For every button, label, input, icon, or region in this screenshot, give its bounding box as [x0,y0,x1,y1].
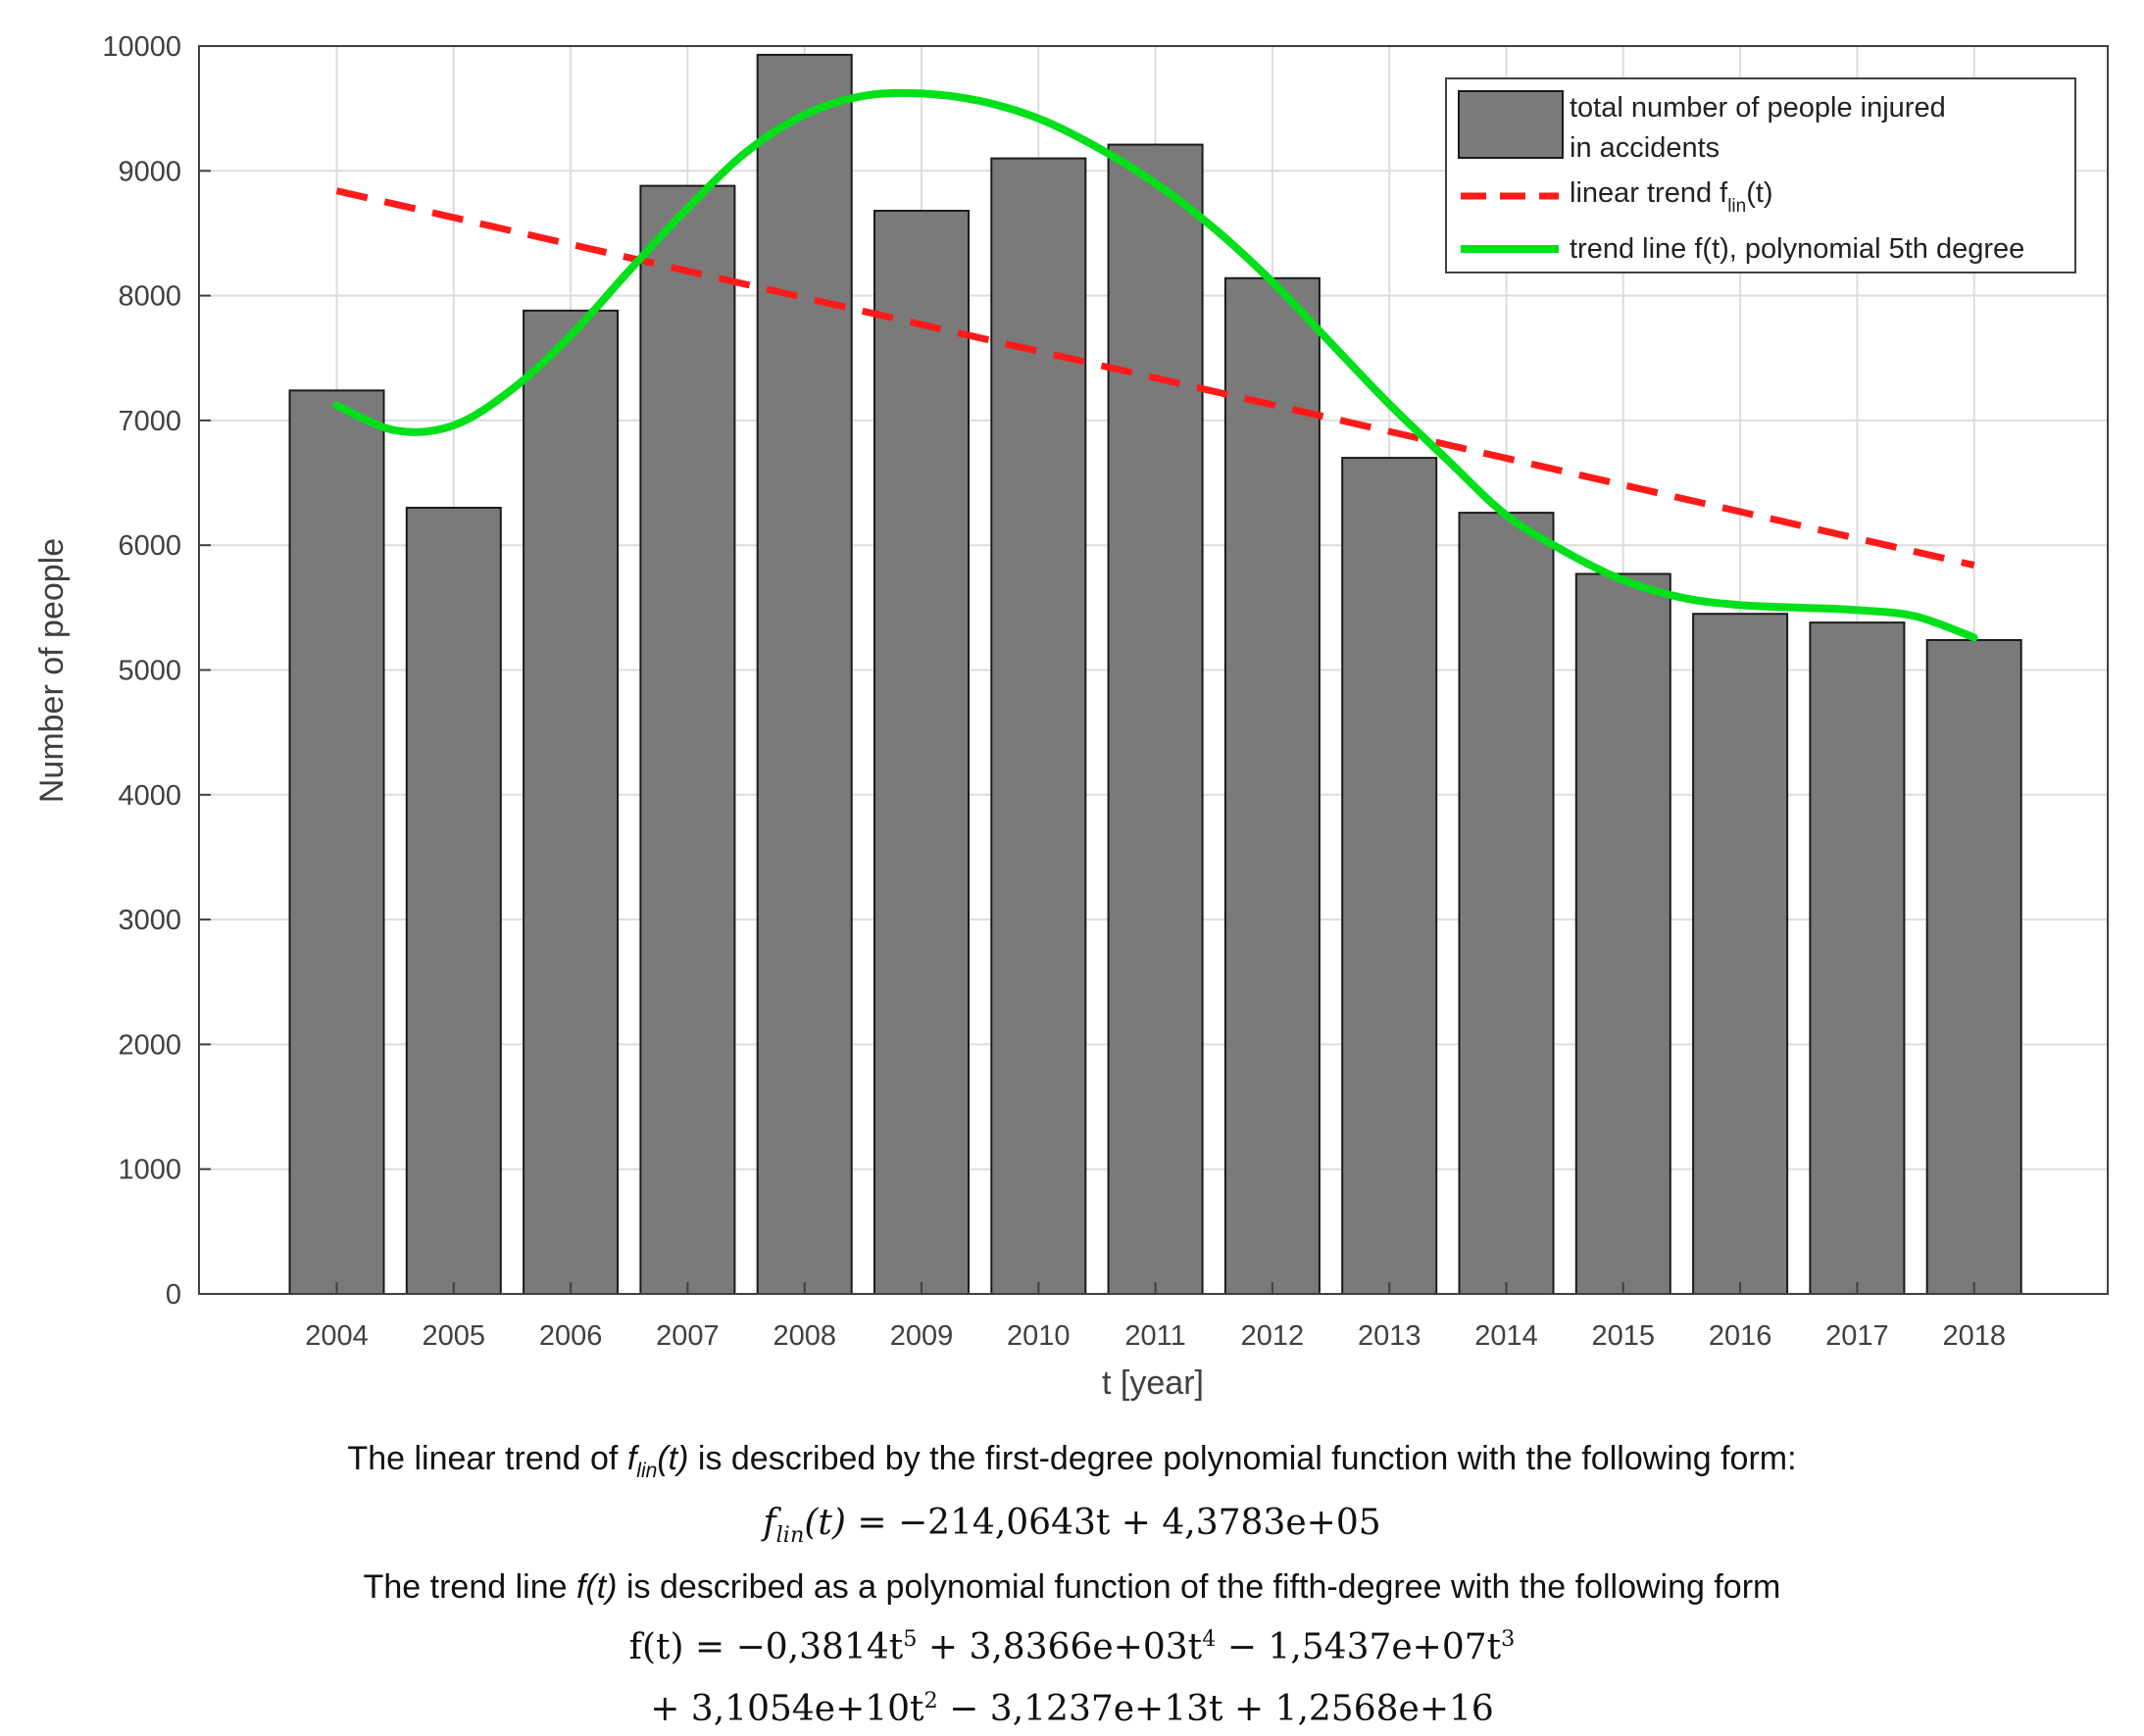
y-tick-label: 1000 [118,1155,181,1186]
y-tick-label: 2000 [118,1029,181,1061]
x-tick-label: 2004 [305,1320,369,1352]
bar-2010 [990,157,1087,1296]
x-tick-label: 2018 [1942,1320,2006,1352]
bar-2018 [1925,638,2022,1295]
bar-2005 [405,507,502,1295]
y-tick-label: 8000 [118,281,181,313]
y-tick-label: 10000 [102,31,181,63]
x-tick-label: 2017 [1825,1320,1889,1352]
legend-poly-label: trend line f(t), polynomial 5th degree [1570,233,2024,265]
x-tick-label: 2016 [1709,1320,1772,1352]
bar-2017 [1809,621,1906,1295]
bar-2011 [1107,143,1204,1295]
y-tick-labels: 0 1000 2000 3000 4000 5000 6000 7000 8000 9000 100… [102,31,211,1311]
bar-2013 [1341,457,1438,1295]
bar-2007 [639,184,736,1295]
legend-bar-label-line2: in accidents [1570,132,1720,164]
bar-2009 [873,210,970,1295]
x-tick-label: 2015 [1592,1320,1656,1352]
x-tick-label: 2008 [773,1320,836,1352]
x-tick-label: 2006 [539,1320,603,1352]
y-tick-label: 6000 [118,530,181,562]
bar-2004 [288,389,385,1295]
polynomial-formula-line1: f(t) = −0,3814t5 + 3,8366e+03t4 − 1,5437… [628,1625,1516,1667]
legend-linear-label: linear trend flin(t) [1570,177,1773,217]
x-axis-title: t [year] [1102,1364,1204,1402]
y-tick-label: 0 [166,1279,181,1311]
linear-formula: flin(t) = −214,0643t + 4,3783e+05 [763,1502,1381,1548]
y-tick-label: 3000 [118,905,181,936]
legend-box [1445,77,2076,273]
linear-description: The linear trend of flin(t) is described… [347,1440,1797,1482]
bar-2008 [756,53,853,1295]
x-tick-label: 2010 [1007,1320,1071,1352]
x-tick-label: 2005 [423,1320,486,1352]
x-tick-label: 2012 [1241,1320,1305,1352]
polynomial-trend-line [332,88,1978,642]
bar-2014 [1458,512,1555,1295]
plot-frame [198,45,2109,1295]
bars [288,53,2022,1296]
polynomial-formula-line2: + 3,1054e+10t2 − 3,1237e+13t + 1,2568e+1… [650,1687,1494,1729]
y-tick-label: 5000 [118,656,181,687]
bar-2015 [1574,572,1671,1295]
legend-bar-label-line1: total number of people injured [1570,92,1946,124]
x-tick-label: 2007 [656,1320,720,1352]
chart-figure: 0 1000 2000 3000 4000 5000 6000 7000 8000 9000 100… [33,31,2109,1402]
formula-description: The linear trend of flin(t) is described… [0,1433,2144,1736]
x-tick-label: 2011 [1124,1320,1185,1352]
bar-2006 [523,309,620,1296]
y-tick-label: 7000 [118,406,181,437]
x-tick-label: 2013 [1358,1320,1421,1352]
y-tick-label: 9000 [118,156,181,187]
polynomial-description: The trend line f(t) is described as a po… [363,1567,1781,1606]
x-tick-labels: 2004 2005 2006 2007 2008 2009 2010 2011 2012 2013… [305,1282,2006,1352]
linear-trend-line [335,187,1975,569]
bar-2012 [1223,276,1321,1296]
y-tick-label: 4000 [118,780,181,812]
bar-2016 [1692,613,1789,1295]
x-tick-label: 2014 [1474,1320,1538,1352]
legend: total number of people injured in accide… [1445,77,2076,273]
trend-lines [332,88,1978,642]
x-tick-label: 2009 [890,1320,954,1352]
legend-bar-swatch [1458,90,1564,159]
y-axis-title: Number of people [33,538,71,803]
